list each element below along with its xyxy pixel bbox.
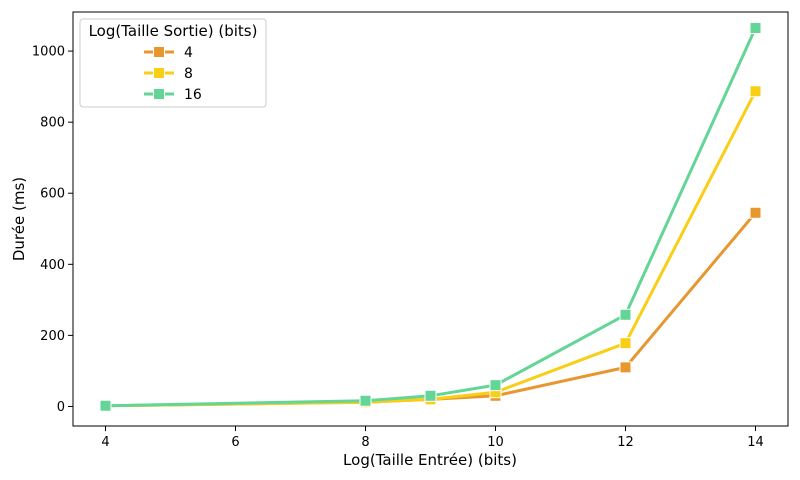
data-point xyxy=(619,337,632,350)
legend-item: 4 xyxy=(144,45,193,61)
x-tick-label: 8 xyxy=(361,435,369,450)
x-axis-title: Log(Taille Entrée) (bits) xyxy=(343,451,517,469)
data-point xyxy=(749,206,762,219)
y-tick-label: 200 xyxy=(40,329,65,344)
legend: Log(Taille Sortie) (bits) 4 8 16 xyxy=(79,18,267,108)
legend-item: 8 xyxy=(144,66,193,82)
legend-label: 8 xyxy=(184,66,193,82)
legend-label: 16 xyxy=(184,87,202,103)
x-axis: 4 6 8 10 12 14 xyxy=(101,426,764,450)
y-tick-label: 1000 xyxy=(32,45,65,60)
legend-title: Log(Taille Sortie) (bits) xyxy=(89,22,258,40)
series-line xyxy=(105,27,757,408)
x-tick-label: 12 xyxy=(617,435,634,450)
legend-marker xyxy=(153,67,165,79)
data-point xyxy=(359,394,372,407)
data-point xyxy=(424,389,437,402)
legend-items: 4 8 16 xyxy=(144,45,202,103)
y-tick-label: 400 xyxy=(40,258,65,273)
legend-marker xyxy=(153,46,165,58)
legend-box xyxy=(79,18,267,108)
legend-label: 4 xyxy=(184,45,193,61)
legend-marker xyxy=(153,88,165,100)
y-axis: 0 200 400 600 800 1000 xyxy=(32,45,73,415)
data-point xyxy=(489,379,502,392)
y-tick-label: 0 xyxy=(57,400,65,415)
y-tick-label: 600 xyxy=(40,187,65,202)
data-point xyxy=(749,21,762,34)
legend-item: 16 xyxy=(144,87,202,103)
data-point xyxy=(749,85,762,98)
y-axis-title: Durée (ms) xyxy=(10,177,28,261)
y-tick-label: 800 xyxy=(40,116,65,131)
series-16 xyxy=(99,21,762,412)
data-point xyxy=(619,361,632,374)
x-tick-label: 10 xyxy=(487,435,504,450)
x-tick-label: 14 xyxy=(747,435,764,450)
data-point xyxy=(619,308,632,321)
series-layer xyxy=(99,21,762,412)
data-point xyxy=(99,399,112,412)
x-tick-label: 4 xyxy=(101,435,109,450)
x-tick-label: 6 xyxy=(231,435,239,450)
